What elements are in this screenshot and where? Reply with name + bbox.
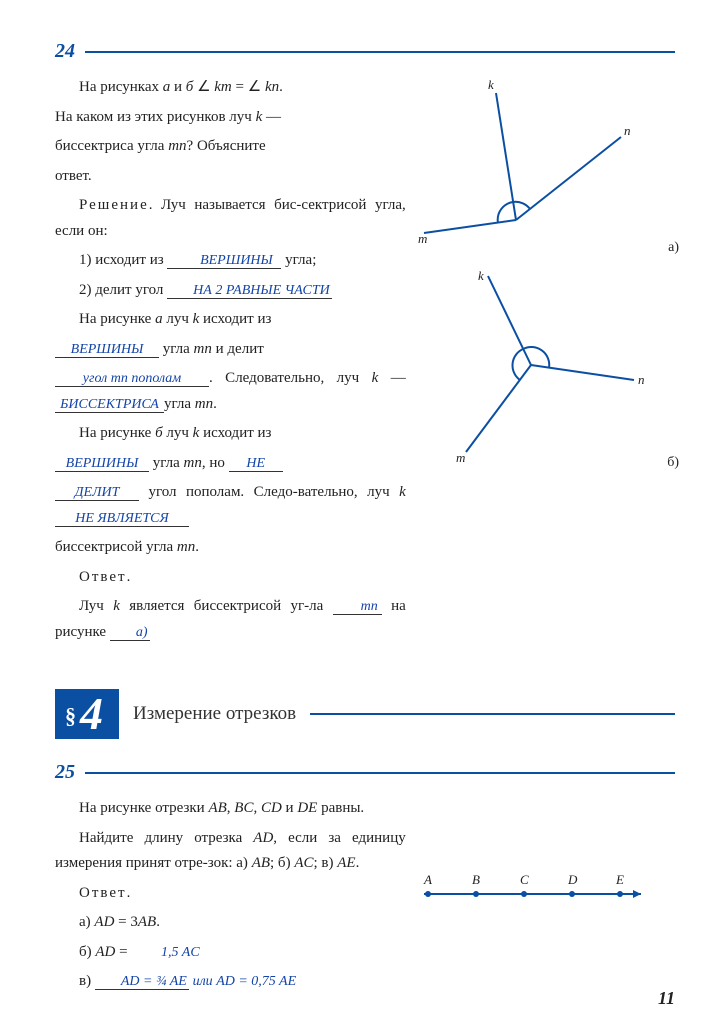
exercise-24-text: На рисунках а и б ∠ km = ∠ kn. На каком … [55, 75, 406, 649]
svg-text:B: B [472, 872, 480, 887]
exercise-number: 25 [55, 761, 75, 784]
svg-text:D: D [567, 872, 578, 887]
svg-text:E: E [615, 872, 624, 887]
svg-text:k: k [478, 270, 484, 283]
exercise-25-text: На рисунке отрезки AB, BC, CD и DE равны… [55, 796, 406, 999]
svg-text:n: n [624, 123, 631, 138]
ex25-p1: На рисунке отрезки AB, BC, CD и DE равны… [55, 796, 406, 822]
ans-a: а) AD = 3AB. [55, 910, 406, 936]
svg-text:C: C [520, 872, 529, 887]
exercise-number: 24 [55, 40, 75, 63]
svg-text:n: n [638, 372, 645, 387]
exercise-header-25: 25 [55, 761, 675, 784]
solution-label: Решение [79, 197, 149, 213]
para-b-cont2: ДЕЛИТ угол пополам. Следо-вательно, луч … [55, 480, 406, 531]
answer-line: Луч k является биссектрисой уг-ла mn на … [55, 594, 406, 645]
angle-diagram-a: m k n [416, 75, 656, 255]
para-b-tail: биссектрисой угла mn. [55, 535, 406, 561]
svg-text:A: A [423, 872, 432, 887]
solution-item-1: 1) исходит из ВЕРШИНЫ угла; [55, 248, 406, 274]
exercise-25-body: На рисунке отрезки AB, BC, CD и DE равны… [55, 796, 675, 999]
exercise-header-24: 24 [55, 40, 675, 63]
ans-b: б) AD = 1,5 AC [55, 940, 406, 966]
figure-label-a: а) [668, 240, 679, 256]
section-header: §4 Измерение отрезков [55, 689, 675, 739]
svg-text:m: m [456, 450, 465, 465]
answer-label-line: Ответ. [55, 881, 406, 907]
number-line: A B C D E [416, 866, 651, 911]
para-a-cont2: угол mn пополам. Следовательно, луч k — … [55, 366, 406, 417]
intro-line: ответ. [55, 164, 406, 190]
figure-a: m k n а) [416, 75, 675, 260]
intro-line: На рисунках а и б ∠ km = ∠ kn. [55, 75, 406, 101]
angle-diagram-b: k n m [416, 270, 656, 470]
header-rule [85, 51, 675, 53]
figure-label-b: б) [667, 455, 679, 471]
section-rule [310, 713, 675, 715]
intro-line: На каком из этих рисунков луч k — [55, 105, 406, 131]
exercise-24-figures: m k n а) k n m б) [416, 75, 675, 649]
intro-line: биссектриса угла mn? Объясните [55, 134, 406, 160]
section-title: Измерение отрезков [133, 703, 296, 725]
solution-item-2: 2) делит угол НА 2 РАВНЫЕ ЧАСТИ [55, 278, 406, 304]
page-number: 11 [658, 988, 675, 1009]
section-number-box: §4 [55, 689, 119, 739]
answer-label-line: Ответ. [55, 565, 406, 591]
para-a-cont: ВЕРШИНЫ угла mn и делит [55, 337, 406, 363]
para-a: На рисунке а луч k исходит из [55, 307, 406, 333]
solution-para: Решение. Луч называется бис-сектрисой уг… [55, 193, 406, 244]
section-number: 4 [80, 688, 103, 739]
svg-text:m: m [418, 231, 427, 246]
exercise-25-figure: A B C D E [416, 796, 675, 999]
section-symbol: § [65, 703, 76, 728]
figure-b: k n m б) [416, 270, 675, 475]
para-b: На рисунке б луч k исходит из [55, 421, 406, 447]
svg-text:k: k [488, 77, 494, 92]
ans-c: в) AD = ¾ AE или AD = 0,75 AE [55, 969, 406, 995]
para-b-cont: ВЕРШИНЫ угла mn, но НЕ [55, 451, 406, 477]
exercise-24-body: На рисунках а и б ∠ km = ∠ kn. На каком … [55, 75, 675, 649]
header-rule [85, 772, 675, 774]
ex25-p2: Найдите длину отрезка AD, если за единиц… [55, 826, 406, 877]
